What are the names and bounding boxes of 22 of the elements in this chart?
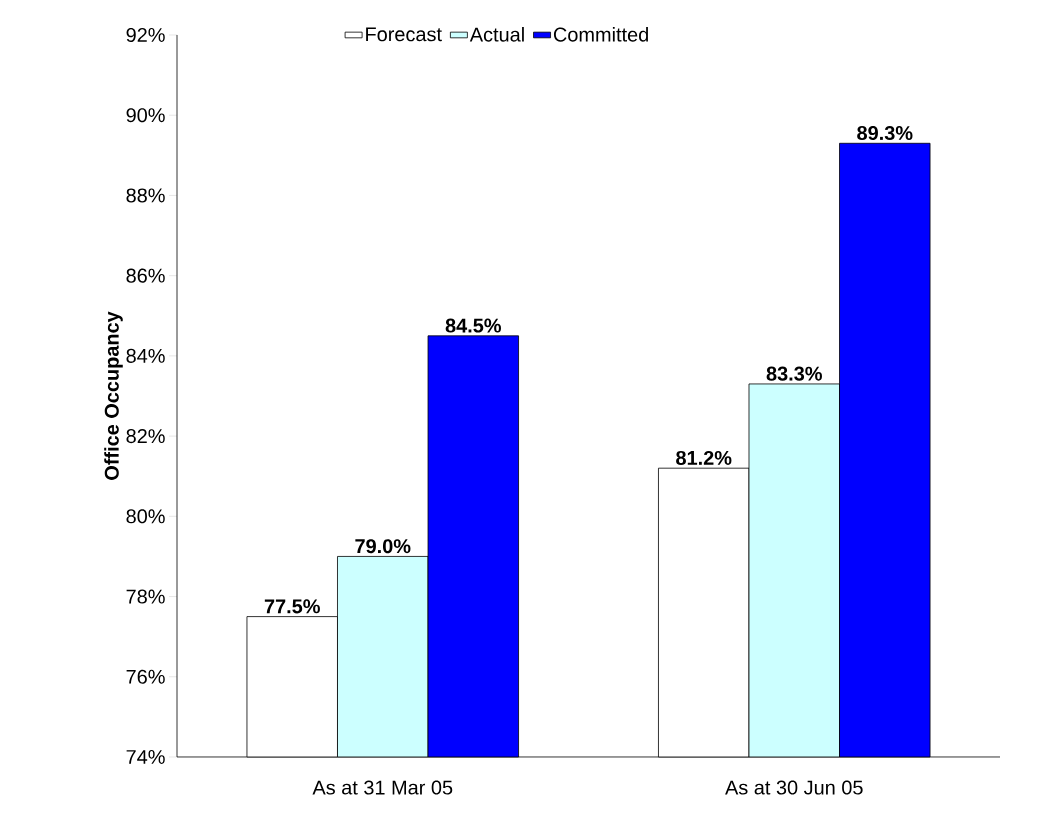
data-label: 77.5%: [264, 599, 320, 614]
legend-label: Actual: [469, 27, 524, 42]
data-label: 84.5%: [445, 318, 501, 333]
y-tick-label: 80%: [126, 509, 165, 524]
y-axis-title: Office Occupancy: [104, 311, 123, 480]
x-tick-label: As at 31 Mar 05: [312, 780, 453, 795]
y-tick-label: 82%: [126, 429, 165, 444]
data-label: 89.3%: [857, 125, 913, 141]
data-label: 83.3%: [766, 366, 822, 381]
y-tick-label: 86%: [126, 268, 165, 283]
data-label: 81.2%: [676, 450, 732, 465]
data-label: 79.0%: [355, 539, 411, 554]
legend-label: Forecast: [366, 27, 442, 42]
y-tick-label: 92%: [126, 27, 165, 43]
y-tick-label: 84%: [126, 348, 165, 363]
x-tick-label: As at 30 Jun 05: [725, 780, 863, 795]
y-tick-label: 74%: [126, 750, 165, 764]
y-tick-label: 88%: [126, 188, 165, 203]
y-tick-label: 90%: [126, 108, 165, 123]
legend-label: Committed: [553, 27, 648, 42]
y-tick-label: 78%: [126, 589, 165, 604]
y-tick-label: 76%: [126, 669, 165, 684]
